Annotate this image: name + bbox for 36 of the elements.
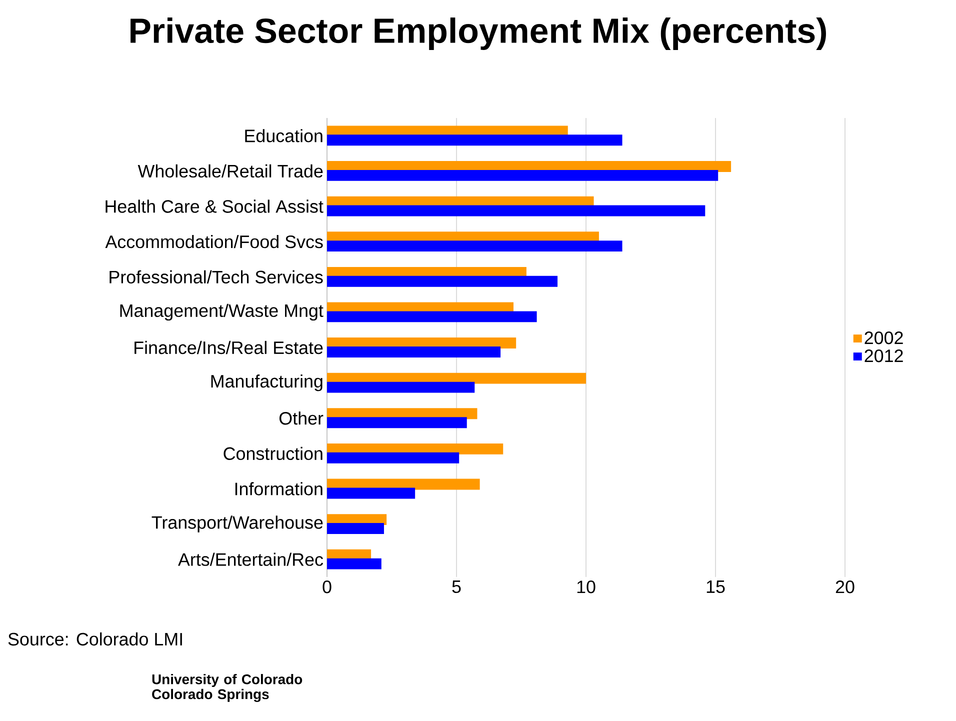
y-tick-label: Professional/Tech Services: [110, 270, 323, 284]
y-tick-label: Transport/Warehouse: [152, 516, 323, 532]
bar: [327, 134, 622, 146]
x-tick-label: 10: [577, 580, 596, 594]
y-tick-label: Other: [279, 412, 324, 425]
y-tick-label: Arts/Entertain/Rec: [178, 552, 324, 566]
x-tick-label: 15: [706, 580, 725, 594]
y-tick-label: Finance/Ins/Real Estate: [134, 340, 323, 354]
bar: [327, 205, 706, 216]
y-tick-label: Accommodation/Food Svcs: [105, 234, 323, 248]
bar: [327, 346, 501, 358]
y-tick-label: Education: [245, 129, 322, 142]
y-tick-label: Health Care & Social Assist: [106, 200, 324, 213]
y-tick-label: Management/Waste Mngt: [120, 304, 324, 321]
bar: [327, 170, 718, 181]
source-note: Source: Colorado LMI: [8, 632, 182, 646]
y-tick-label: Construction: [224, 446, 322, 460]
y-tick-label: Manufacturing: [211, 374, 322, 392]
x-tick-label: 5: [452, 580, 461, 594]
bar: [327, 417, 467, 428]
text: University of Colorado Colorado Springs: [152, 674, 302, 702]
chart-title: Private Sector Employment Mix (percents): [130, 18, 826, 50]
y-tick-label: Information: [235, 482, 322, 496]
bar: [327, 240, 622, 252]
x-tick-label: 20: [836, 580, 854, 594]
legend-label: 2002: [864, 331, 903, 344]
legend-label: 2012: [864, 349, 903, 362]
x-tick-label: 0: [322, 580, 332, 594]
y-tick-label: Wholesale/Retail Trade: [138, 164, 323, 178]
bar: [327, 311, 537, 322]
bar: [327, 488, 416, 499]
bar: [327, 558, 382, 570]
bar: [327, 276, 558, 287]
bar: [327, 382, 475, 393]
bar: [327, 523, 384, 534]
bar: [327, 452, 460, 464]
